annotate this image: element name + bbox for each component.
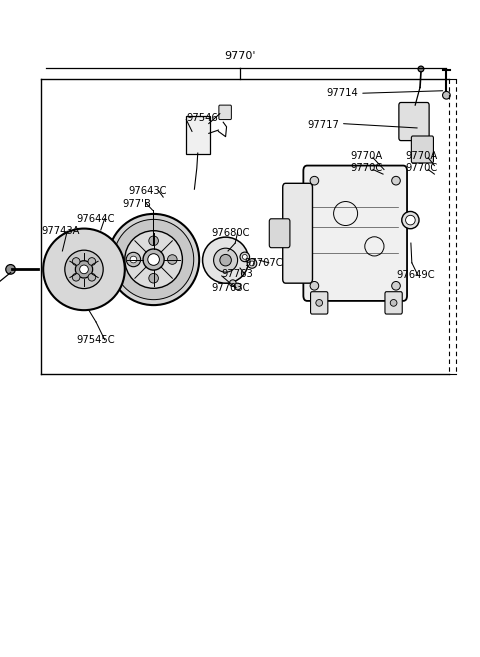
Ellipse shape (247, 259, 257, 268)
Text: 977'B: 977'B (122, 198, 151, 209)
Text: 97763: 97763 (222, 269, 253, 279)
Ellipse shape (65, 250, 103, 288)
Ellipse shape (126, 252, 141, 267)
Ellipse shape (6, 265, 15, 274)
Text: 97714: 97714 (326, 88, 358, 99)
Ellipse shape (130, 255, 140, 264)
Ellipse shape (392, 281, 400, 290)
Text: 97703C: 97703C (211, 283, 250, 293)
Ellipse shape (88, 258, 96, 265)
Ellipse shape (418, 66, 424, 72)
Text: 97644C: 97644C (77, 214, 115, 224)
Ellipse shape (220, 254, 231, 266)
Ellipse shape (310, 281, 319, 290)
Text: 97649C: 97649C (396, 269, 434, 280)
FancyBboxPatch shape (219, 105, 231, 120)
Ellipse shape (88, 273, 96, 281)
Ellipse shape (149, 236, 158, 246)
Ellipse shape (310, 176, 319, 185)
Ellipse shape (143, 249, 164, 270)
Text: 9770': 9770' (224, 51, 256, 61)
Text: 97743A: 97743A (42, 226, 80, 237)
Ellipse shape (406, 215, 415, 225)
Ellipse shape (80, 265, 88, 274)
Text: 97680C: 97680C (211, 227, 250, 238)
Text: 97545C: 97545C (77, 334, 115, 345)
Ellipse shape (390, 300, 397, 306)
Text: 9770A: 9770A (406, 151, 438, 162)
Text: 9770C: 9770C (406, 162, 438, 173)
Ellipse shape (72, 258, 80, 265)
Ellipse shape (250, 261, 254, 266)
Ellipse shape (443, 91, 450, 99)
Text: 97546: 97546 (186, 113, 218, 124)
Ellipse shape (392, 176, 400, 185)
Ellipse shape (72, 273, 80, 281)
FancyBboxPatch shape (269, 219, 290, 248)
FancyBboxPatch shape (186, 116, 210, 154)
Ellipse shape (229, 280, 236, 286)
Ellipse shape (203, 237, 249, 283)
FancyBboxPatch shape (385, 292, 402, 314)
Ellipse shape (43, 229, 125, 310)
FancyBboxPatch shape (303, 166, 407, 301)
Ellipse shape (234, 283, 241, 290)
Text: 97717: 97717 (307, 120, 339, 130)
Ellipse shape (214, 248, 238, 272)
Ellipse shape (168, 255, 177, 264)
Ellipse shape (148, 254, 159, 265)
Ellipse shape (108, 214, 199, 305)
FancyBboxPatch shape (411, 136, 433, 163)
Text: 97707C: 97707C (245, 258, 283, 268)
Text: 9770A: 9770A (350, 151, 383, 162)
Ellipse shape (240, 252, 250, 261)
Ellipse shape (149, 273, 158, 283)
Ellipse shape (75, 261, 93, 278)
Text: 97643C: 97643C (129, 185, 167, 196)
Ellipse shape (130, 256, 137, 263)
Ellipse shape (316, 300, 323, 306)
Ellipse shape (242, 254, 247, 260)
Ellipse shape (125, 231, 182, 288)
FancyBboxPatch shape (311, 292, 328, 314)
Text: 9770C: 9770C (350, 162, 383, 173)
FancyBboxPatch shape (399, 102, 429, 141)
FancyBboxPatch shape (283, 183, 312, 283)
Ellipse shape (113, 219, 194, 300)
Ellipse shape (402, 212, 419, 229)
